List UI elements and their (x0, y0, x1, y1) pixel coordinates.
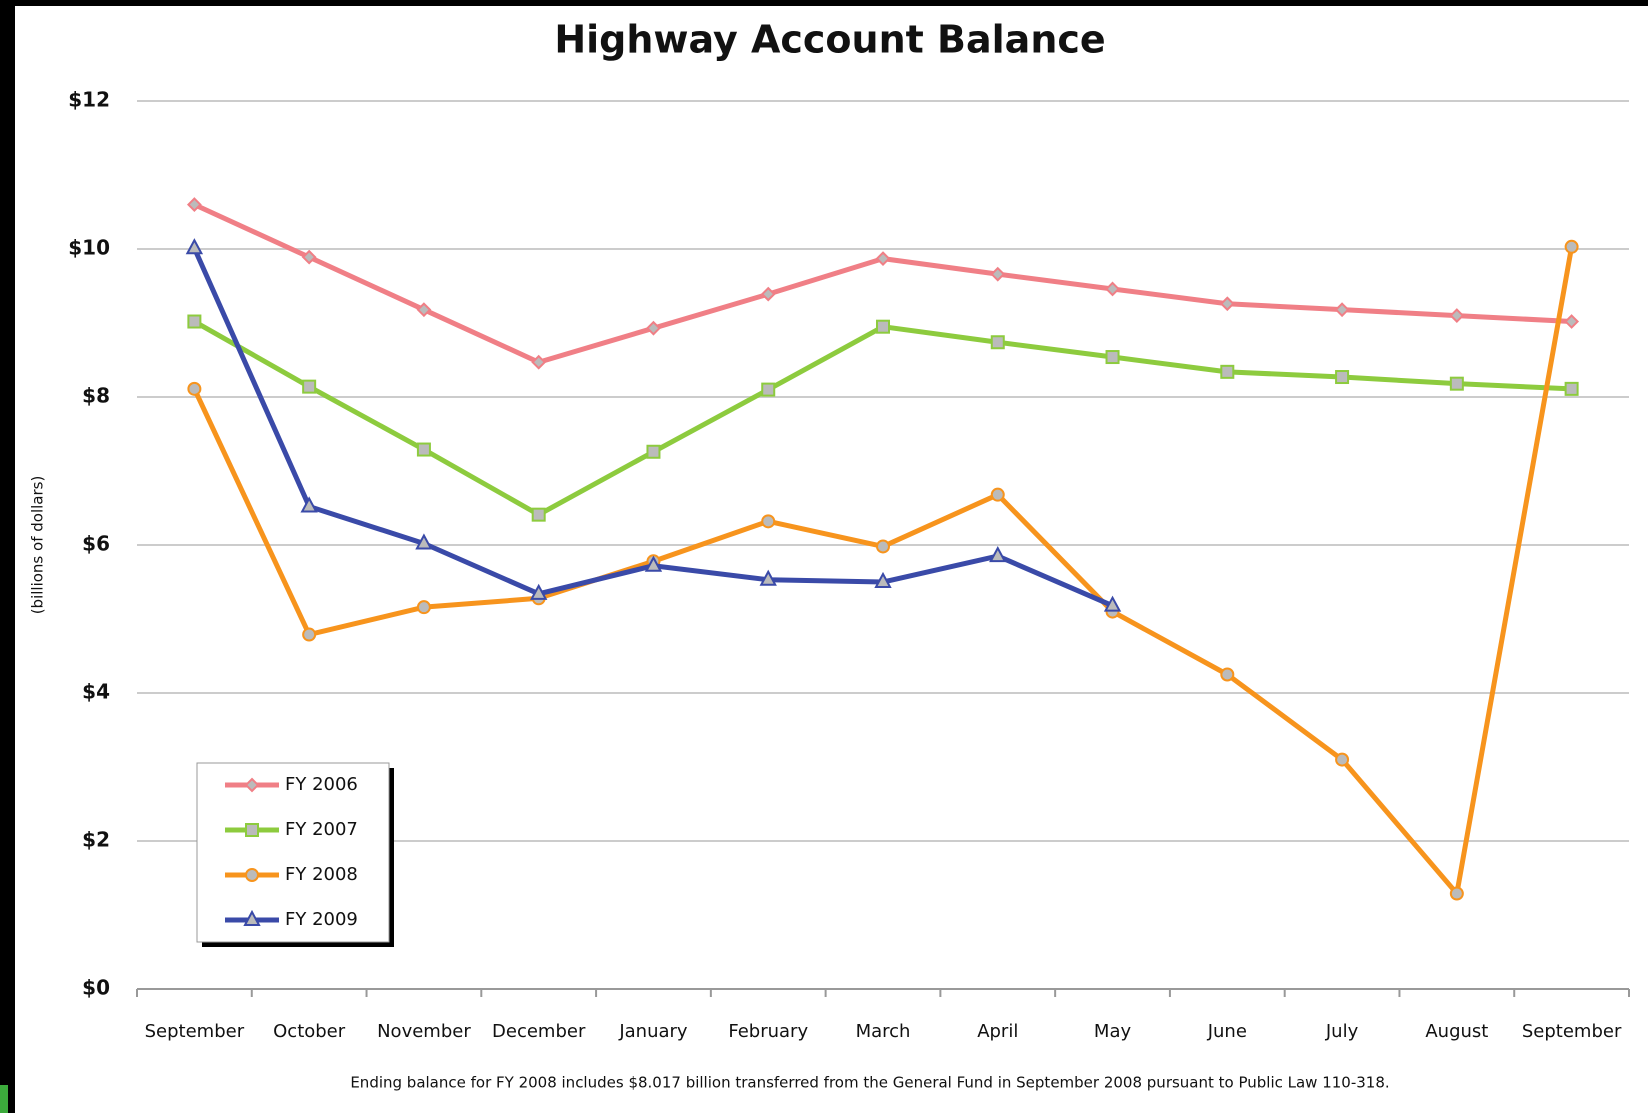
marker (1105, 350, 1120, 365)
legend-marker (244, 777, 260, 793)
marker (646, 444, 661, 459)
marker (416, 302, 432, 318)
marker (875, 251, 891, 267)
marker (1220, 667, 1235, 682)
marker (1335, 752, 1350, 767)
marker (761, 382, 776, 397)
marker (990, 487, 1005, 502)
marker (1220, 364, 1235, 379)
marker (989, 545, 1007, 563)
marker (874, 571, 892, 588)
marker (1449, 308, 1465, 324)
legend-label: FY 2009 (285, 909, 358, 930)
legend-marker (245, 823, 259, 837)
marker (1334, 302, 1350, 318)
x-tick-label: April (977, 1021, 1018, 1042)
x-tick-label: August (1425, 1021, 1488, 1042)
marker (1564, 314, 1580, 329)
x-tick-label: September (1522, 1021, 1622, 1042)
marker (187, 314, 202, 329)
footnote: Ending balance for FY 2008 includes $8.0… (350, 1074, 1389, 1092)
x-tick-label: November (377, 1021, 471, 1042)
marker (1564, 239, 1579, 254)
chart-title: Highway Account Balance (554, 18, 1105, 62)
marker (876, 539, 890, 554)
marker (1449, 886, 1464, 901)
marker (876, 319, 890, 334)
marker (187, 381, 202, 396)
legend-label: FY 2006 (285, 774, 358, 795)
marker (530, 583, 548, 600)
legend-marker (243, 909, 261, 926)
marker (759, 569, 777, 586)
legend-label: FY 2008 (285, 864, 358, 885)
marker (186, 197, 202, 213)
marker (415, 533, 433, 550)
marker (1103, 595, 1122, 612)
marker (531, 507, 546, 522)
marker (1219, 296, 1235, 312)
x-tick-label: January (618, 1021, 688, 1042)
marker (990, 266, 1006, 282)
y-tick-label: $6 (82, 532, 110, 556)
y-tick-label: $0 (82, 976, 110, 1000)
x-tick-label: June (1207, 1021, 1247, 1042)
y-tick-label: $8 (82, 384, 110, 408)
y-tick-label: $4 (82, 680, 110, 704)
y-tick-label: $2 (82, 828, 110, 852)
y-axis-label: (billions of dollars) (29, 476, 47, 615)
marker (531, 354, 547, 370)
marker (646, 320, 661, 336)
marker (301, 249, 317, 265)
x-tick-label: October (273, 1021, 346, 1042)
legend (196, 762, 390, 943)
marker (1564, 381, 1579, 396)
marker (644, 555, 663, 572)
corner-accent (0, 1085, 8, 1113)
marker (185, 238, 204, 255)
marker (1449, 376, 1464, 391)
marker (760, 286, 776, 302)
marker (300, 496, 318, 513)
marker (1335, 370, 1350, 385)
legend-marker (245, 868, 259, 882)
x-tick-label: May (1094, 1021, 1132, 1042)
y-tick-label: $12 (68, 88, 110, 112)
x-tick-label: March (856, 1021, 911, 1042)
marker (416, 442, 431, 457)
marker (302, 627, 317, 642)
x-tick-label: December (492, 1021, 586, 1042)
marker (1105, 281, 1120, 297)
legend-label: FY 2007 (285, 819, 358, 840)
x-tick-label: February (728, 1021, 808, 1042)
marker (416, 600, 431, 615)
y-tick-label: $10 (68, 236, 110, 260)
x-tick-label: September (145, 1021, 245, 1042)
marker (990, 335, 1005, 350)
x-tick-label: July (1325, 1021, 1359, 1042)
marker (302, 379, 317, 394)
marker (761, 514, 776, 529)
